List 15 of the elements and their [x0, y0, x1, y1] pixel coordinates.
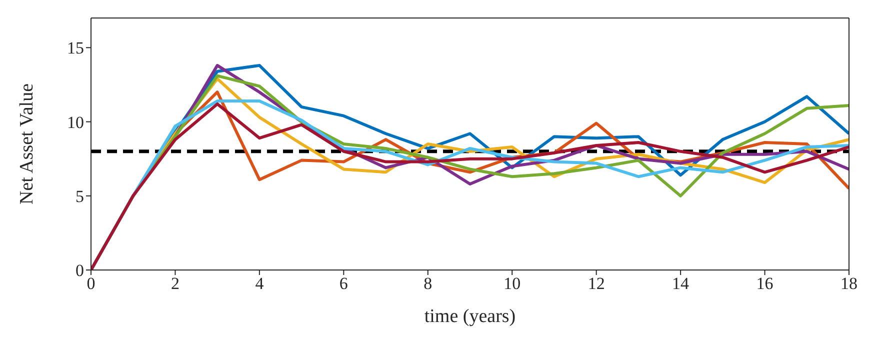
y-tick-label: 15 [67, 38, 84, 58]
x-tick-label: 16 [756, 274, 774, 294]
y-tick-label: 10 [67, 112, 84, 132]
y-tick-label: 5 [76, 186, 84, 206]
x-axis-title: time (years) [424, 306, 516, 327]
y-axis-title: Net Asset Value [16, 83, 38, 205]
x-tick-label: 2 [170, 274, 180, 294]
x-tick-label: 14 [672, 274, 690, 294]
x-tick-label: 8 [424, 274, 432, 294]
y-tick-label: 0 [76, 261, 84, 280]
x-tick-label: 18 [840, 274, 858, 294]
x-tick-label: 4 [255, 274, 264, 294]
x-tick-label: 10 [504, 274, 521, 294]
x-tick-label: 12 [588, 274, 605, 294]
x-tick-label: 6 [339, 274, 348, 294]
